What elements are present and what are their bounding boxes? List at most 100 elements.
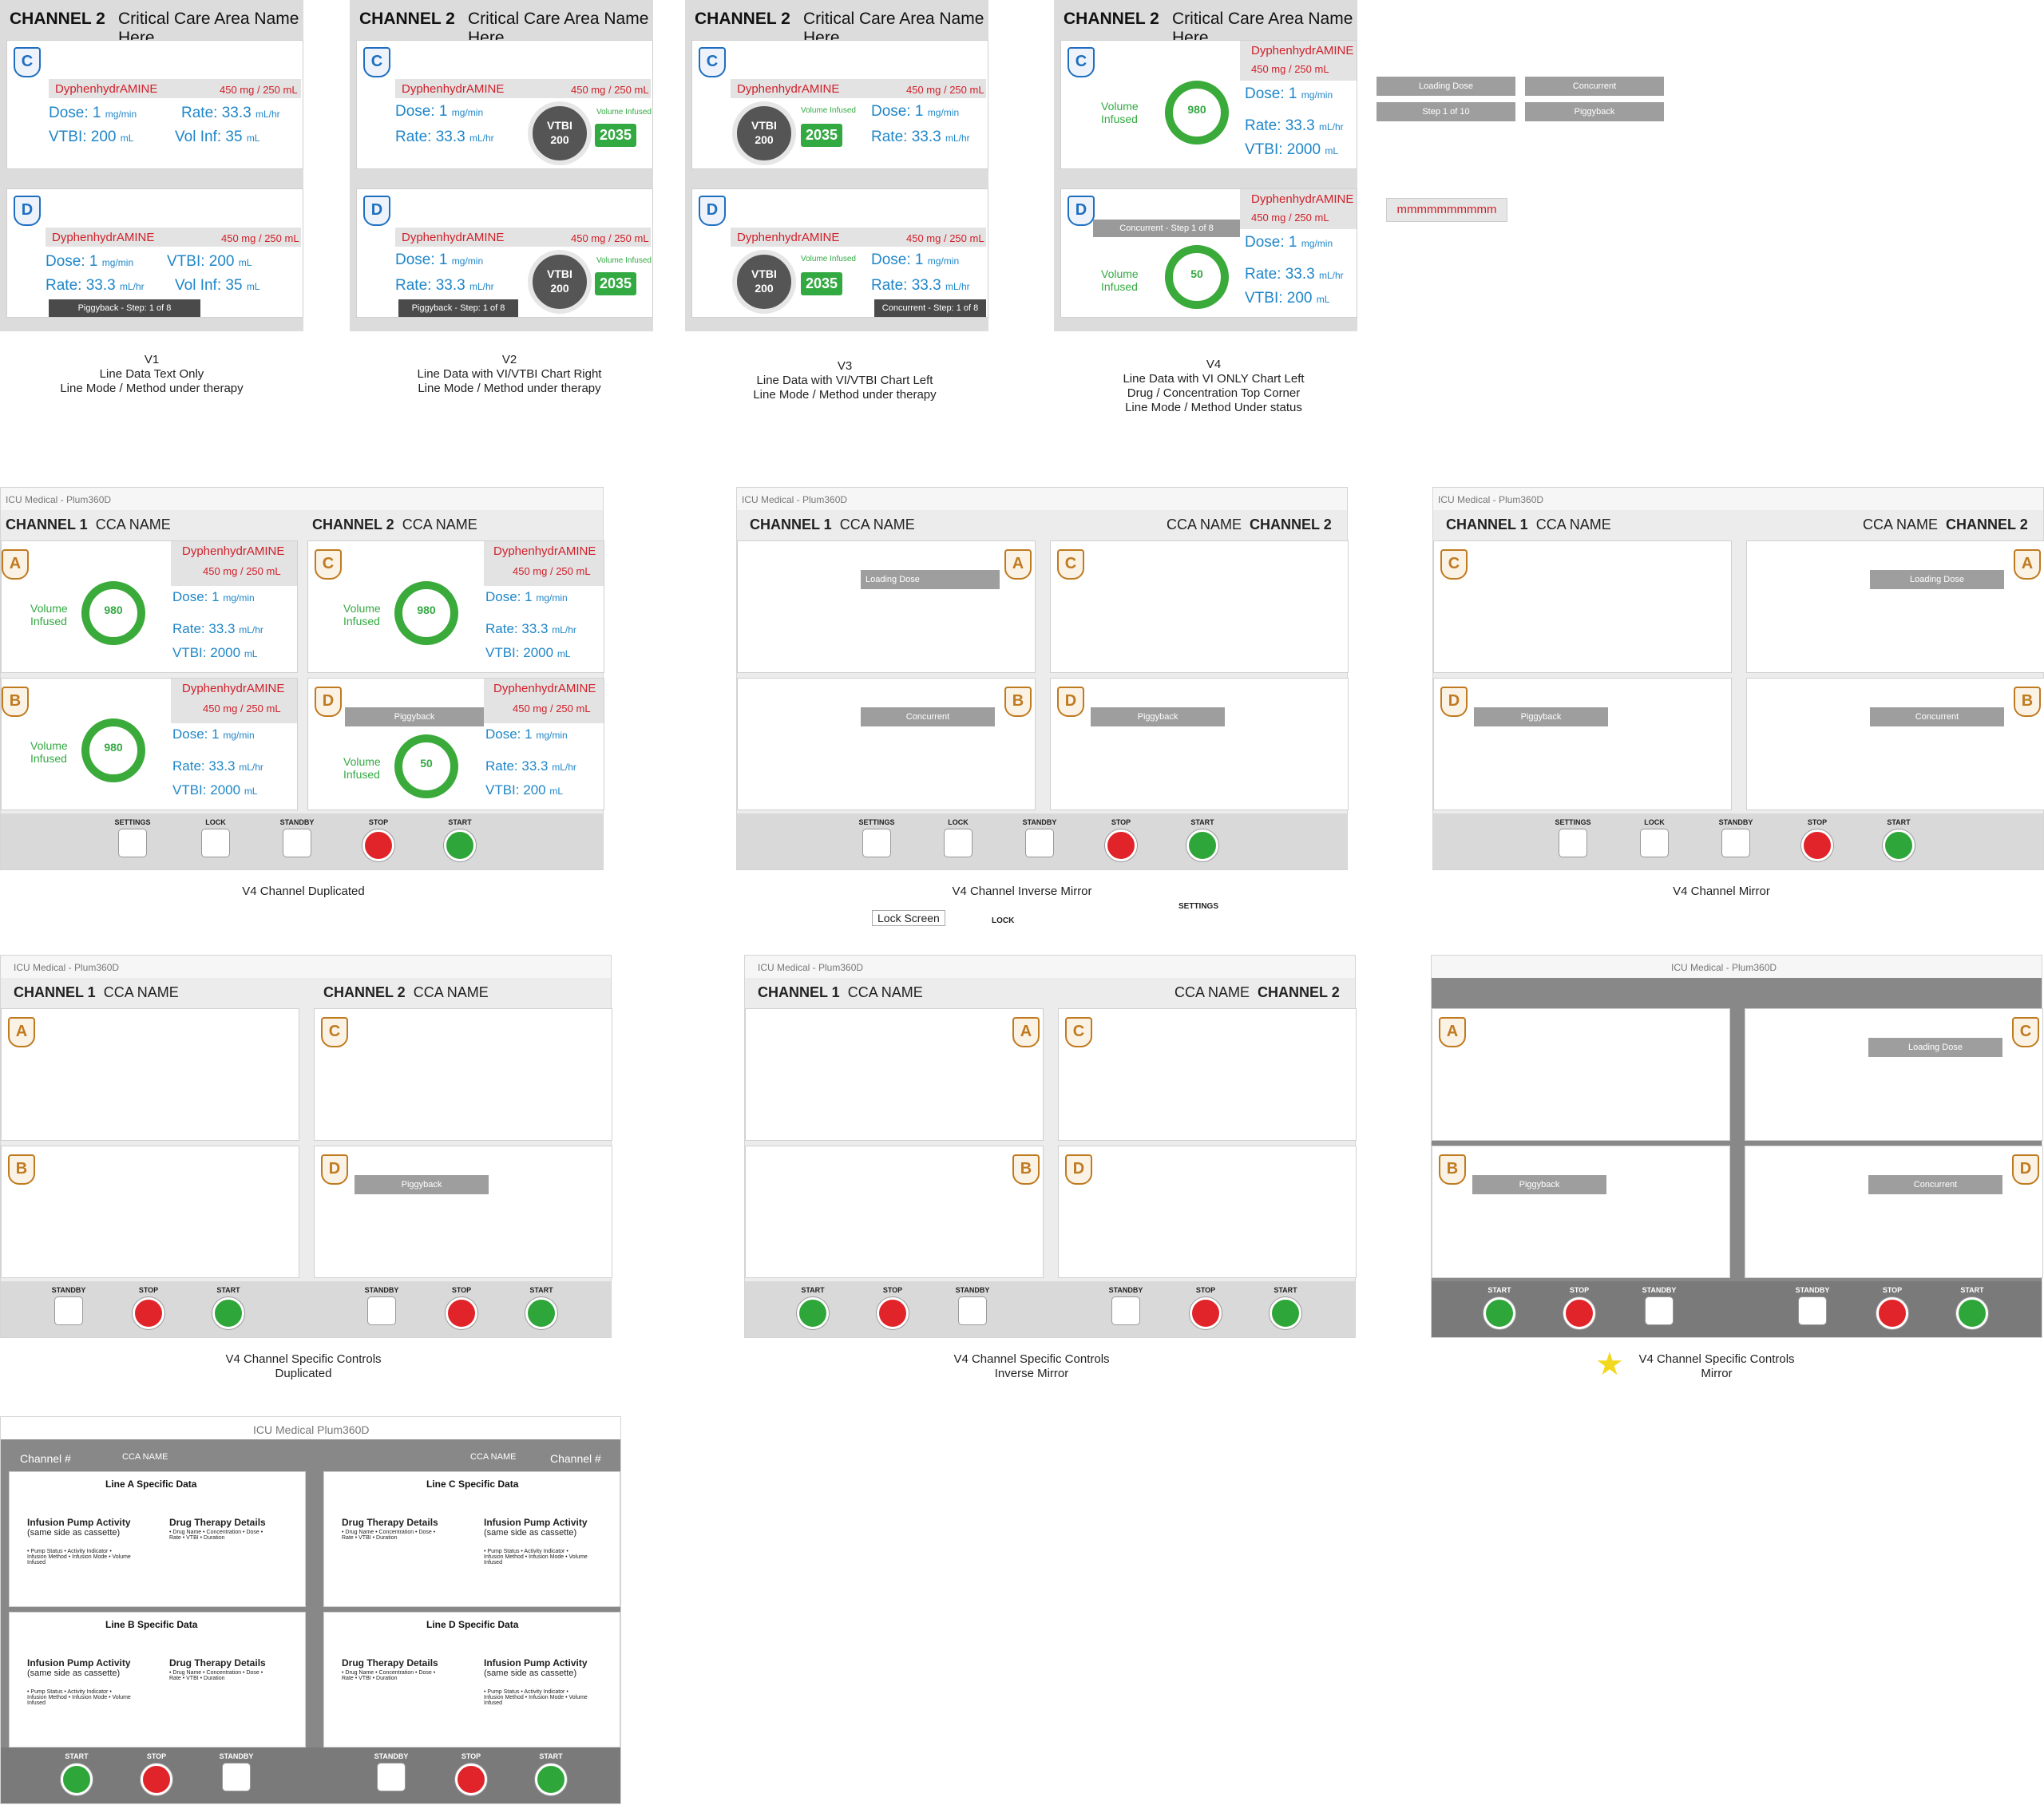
- status-badge: Concurrent - Step: 1 of 8: [874, 299, 986, 317]
- lock-button[interactable]: LOCK: [196, 818, 236, 857]
- line-d-card[interactable]: D Concurrent: [1745, 1146, 2043, 1278]
- stop-button[interactable]: STOP: [1101, 818, 1141, 861]
- line-c-card[interactable]: C: [1058, 1008, 1357, 1141]
- line-d[interactable]: D DyphenhydrAMINE 450 mg / 250 mL VTBI 200…: [691, 188, 988, 318]
- channel-controls: STANDBY STOP START STANDBY STOP START: [1, 1281, 611, 1337]
- rate-label: Rate: 33.3 mL/hr: [181, 105, 280, 121]
- rate-label: Rate: 33.3 mL/hr: [1245, 266, 1344, 283]
- line-d-card[interactable]: D: [1058, 1146, 1357, 1278]
- line-b-card[interactable]: B: [1, 1146, 299, 1278]
- line-c-card[interactable]: C: [314, 1008, 612, 1141]
- drug-conc: 450 mg / 250 mL: [220, 84, 298, 96]
- lock-button[interactable]: LOCK: [1634, 818, 1674, 857]
- standby-button[interactable]: STANDBY: [371, 1752, 411, 1791]
- line-d-card[interactable]: D Piggyback: [1433, 678, 1732, 810]
- start-button[interactable]: START: [1480, 1286, 1519, 1329]
- line-b-card[interactable]: B: [745, 1146, 1044, 1278]
- line-c-card[interactable]: C: [1050, 540, 1349, 673]
- line-b-card[interactable]: B Concurrent: [1746, 678, 2044, 810]
- drug-bar: DyphenhydrAMINE 450 mg / 250 mL: [171, 679, 297, 723]
- line-d[interactable]: D Concurrent - Step 1 of 8 Volume Infuse…: [1060, 188, 1357, 318]
- vi-label: Volume Infused: [343, 602, 381, 627]
- drug-name: DyphenhydrAMINE: [737, 82, 840, 96]
- line-b-card[interactable]: B Concurrent: [737, 678, 1036, 810]
- channel2-title: CCA NAME CHANNEL 2: [1863, 517, 2028, 532]
- line-d-card[interactable]: D Piggyback Volume Infused 50 Dyphenhydr…: [307, 678, 604, 810]
- standby-button[interactable]: STANDBY: [362, 1286, 402, 1324]
- line-c[interactable]: C DyphenhydrAMINE 450 mg / 250 mL Dose: 1…: [356, 40, 653, 169]
- stop-button[interactable]: STOP: [1559, 1286, 1599, 1329]
- start-button[interactable]: START: [208, 1286, 248, 1329]
- stop-button[interactable]: STOP: [358, 818, 398, 861]
- start-button[interactable]: START: [531, 1752, 571, 1795]
- start-button[interactable]: START: [793, 1286, 833, 1329]
- channel2-title: CHANNEL 2 CCA NAME: [312, 517, 477, 532]
- drug-name: DyphenhydrAMINE: [55, 82, 158, 96]
- line-a-card[interactable]: A: [1432, 1008, 1730, 1141]
- drug-name: DyphenhydrAMINE: [1251, 44, 1354, 57]
- caption-v4: V4 Line Data with VI ONLY Chart Left Drug …: [1123, 358, 1305, 414]
- rate-label: Rate: 33.3 mL/hr: [46, 277, 145, 294]
- line-a-card[interactable]: A: [1, 1008, 299, 1141]
- line-c-card[interactable]: C: [1433, 540, 1732, 673]
- stop-button[interactable]: STOP: [1186, 1286, 1226, 1329]
- start-button[interactable]: START: [440, 818, 480, 861]
- line-a-card[interactable]: A: [745, 1008, 1044, 1141]
- drug-conc: 450 mg / 250 mL: [906, 84, 984, 96]
- standby-button[interactable]: STANDBY: [1716, 818, 1756, 857]
- stop-button[interactable]: STOP: [1872, 1286, 1912, 1329]
- settings-button[interactable]: SETTINGS: [1553, 818, 1593, 857]
- line-c[interactable]: C DyphenhydrAMINE 450 mg / 250 mL Dose: 1…: [6, 40, 303, 169]
- start-button[interactable]: START: [1879, 818, 1919, 861]
- standby-button[interactable]: STANDBY: [1639, 1286, 1679, 1324]
- loading-dose-tag: Loading Dose: [1377, 77, 1515, 96]
- standby-button[interactable]: STANDBY: [1020, 818, 1060, 857]
- line-a-card[interactable]: A Loading Dose: [737, 540, 1036, 673]
- line-a-card[interactable]: A Volume Infused 980 DyphenhydrAMINE 450 …: [1, 540, 298, 673]
- line-d[interactable]: D DyphenhydrAMINE 450 mg / 250 mL Dose: 1…: [6, 188, 303, 318]
- standby-button[interactable]: STANDBY: [49, 1286, 89, 1324]
- line-letter-c: C: [14, 47, 41, 77]
- settings-button[interactable]: SETTINGS: [857, 818, 897, 857]
- drug-conc: 450 mg / 250 mL: [221, 232, 299, 244]
- standby-button[interactable]: STANDBY: [1106, 1286, 1146, 1324]
- stop-button[interactable]: STOP: [442, 1286, 481, 1329]
- stop-button[interactable]: STOP: [451, 1752, 491, 1795]
- start-button[interactable]: START: [1266, 1286, 1305, 1329]
- channel2-title: CCA NAME CHANNEL 2: [1167, 517, 1332, 532]
- status-badge: Concurrent - Step 1 of 8: [1093, 220, 1240, 237]
- start-button[interactable]: START: [521, 1286, 561, 1329]
- line-c[interactable]: C DyphenhydrAMINE 450 mg / 250 mL VTBI 200…: [691, 40, 988, 169]
- line-c[interactable]: C Volume Infused 980 DyphenhydrAMINE 450 …: [1060, 40, 1357, 169]
- line-d-card[interactable]: D Piggyback: [1050, 678, 1349, 810]
- start-button[interactable]: START: [57, 1752, 97, 1795]
- line-b-card[interactable]: B Volume Infused 980 DyphenhydrAMINE 450 …: [1, 678, 298, 810]
- line-d[interactable]: D DyphenhydrAMINE 450 mg / 250 mL Dose: 1…: [356, 188, 653, 318]
- stop-button[interactable]: STOP: [129, 1286, 168, 1329]
- standby-button[interactable]: STANDBY: [277, 818, 317, 857]
- line-a-card[interactable]: A Loading Dose: [1746, 540, 2044, 673]
- lock-button[interactable]: LOCK: [938, 818, 978, 857]
- stop-button[interactable]: STOP: [1797, 818, 1837, 861]
- stop-button[interactable]: STOP: [873, 1286, 913, 1329]
- vi-label: Volume Infused: [801, 106, 856, 115]
- vi-value: 2035: [801, 272, 843, 295]
- line-d-card[interactable]: D Piggyback: [314, 1146, 612, 1278]
- standby-button[interactable]: STANDBY: [953, 1286, 992, 1324]
- dose-label: Dose: 1 mg/min: [871, 103, 960, 120]
- drug-name: DyphenhydrAMINE: [52, 231, 155, 244]
- vtbi-ring: VTBI 200: [732, 101, 796, 165]
- line-c-card[interactable]: C Loading Dose: [1745, 1008, 2043, 1141]
- vi-ring: 980: [81, 581, 145, 645]
- start-button[interactable]: START: [1952, 1286, 1992, 1329]
- stop-button[interactable]: STOP: [137, 1752, 176, 1795]
- line-c-card[interactable]: C Volume Infused 980 DyphenhydrAMINE 450 …: [307, 540, 604, 673]
- line-b-card[interactable]: B Piggyback: [1432, 1146, 1730, 1278]
- rate-label: Rate: 33.3 mL/hr: [871, 277, 970, 294]
- pump-inverse-mirror: ICU Medical - Plum360D CHANNEL 1 CCA NAM…: [736, 487, 1349, 870]
- wireframe-header: Channel # CCA NAME CCA NAME Channel #: [20, 1452, 601, 1465]
- start-button[interactable]: START: [1182, 818, 1222, 861]
- standby-button[interactable]: STANDBY: [1792, 1286, 1832, 1324]
- settings-button[interactable]: SETTINGS: [113, 818, 153, 857]
- standby-button[interactable]: STANDBY: [216, 1752, 256, 1791]
